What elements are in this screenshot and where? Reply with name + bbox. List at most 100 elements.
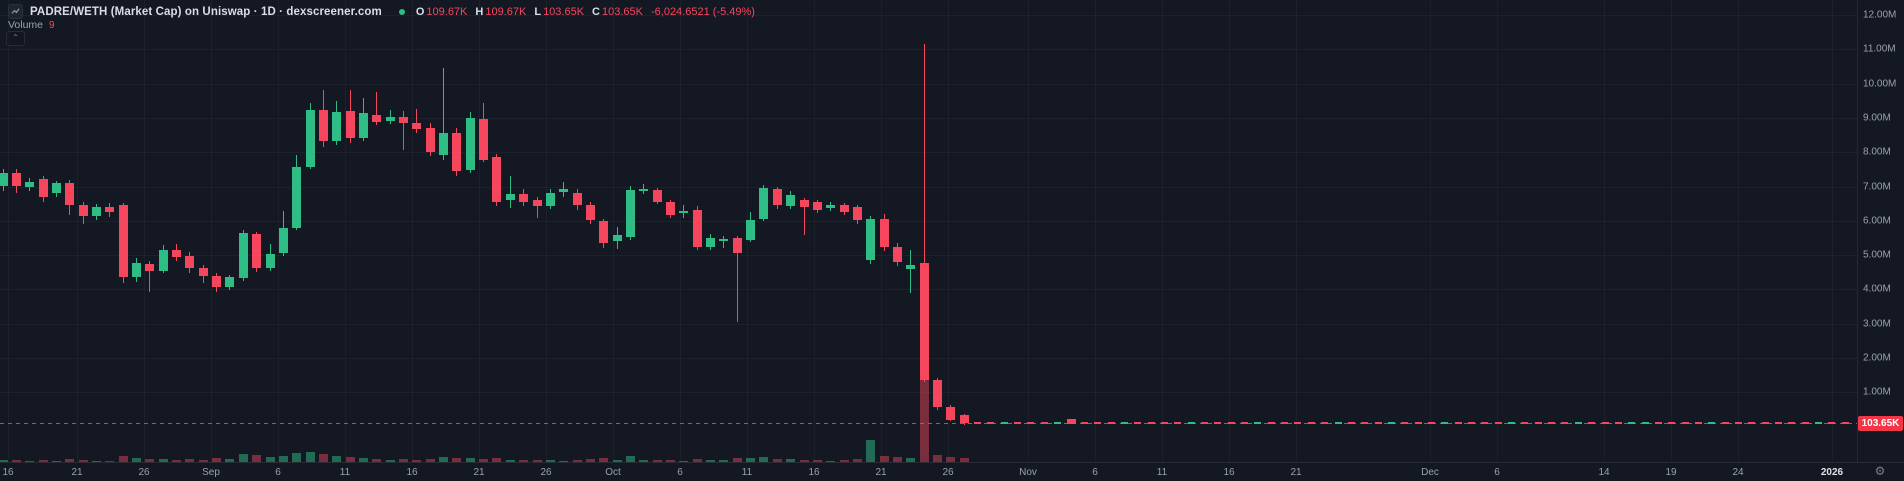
candle — [145, 264, 155, 271]
flat-candle — [1468, 422, 1475, 425]
flat-candle — [1214, 422, 1222, 425]
volume-bar — [572, 460, 582, 462]
candle — [933, 379, 942, 408]
candle — [839, 205, 849, 212]
time-axis-label: 21 — [473, 467, 485, 478]
candle — [786, 195, 796, 207]
candle — [812, 201, 822, 210]
price-axis[interactable]: 12.00M 11.00M 10.00M 9.00M 8.00M 7.00M 6.00M 5.… — [1857, 0, 1904, 462]
candle — [585, 205, 595, 221]
ohlc-readout: O 109.67K H 109.67K L 103.65K C 103.65K -6,0… — [416, 6, 755, 18]
volume-bar — [959, 458, 969, 462]
candle — [385, 117, 395, 121]
candle — [706, 237, 716, 247]
volume-bar — [278, 456, 288, 462]
chevron-up-icon[interactable]: ⌃ — [6, 31, 25, 46]
high-label: H — [475, 5, 484, 18]
low-label: L — [534, 5, 542, 18]
flat-candle — [1321, 422, 1329, 425]
candle — [225, 277, 235, 288]
candle — [439, 133, 449, 155]
time-axis-label: Sep — [202, 467, 220, 478]
candle — [919, 262, 929, 380]
candle — [11, 173, 21, 187]
volume-bar — [212, 458, 222, 462]
flat-candle — [1748, 422, 1756, 425]
volume-bar — [839, 460, 849, 462]
volume-bar — [385, 460, 395, 462]
flat-candle — [1014, 422, 1022, 425]
volume-bar — [0, 460, 8, 462]
flat-candle — [1094, 422, 1102, 425]
candle-wick — [403, 111, 404, 151]
volume-bar — [198, 460, 208, 462]
candle — [172, 249, 182, 258]
flat-candle — [1414, 422, 1422, 425]
price-axis-label: 5.00M — [1863, 249, 1891, 261]
time-axis-label: 24 — [1732, 467, 1744, 478]
volume-bar — [599, 458, 609, 462]
candle-wick — [376, 92, 378, 126]
volume-bar — [38, 460, 48, 462]
candle — [265, 254, 275, 269]
high-value: 109.67K — [485, 5, 527, 18]
volume-bar — [732, 458, 742, 462]
candle — [412, 123, 422, 129]
candle-wick — [923, 44, 925, 382]
volume-bar — [892, 457, 902, 462]
volume-bar — [492, 458, 502, 462]
chart-pane[interactable] — [0, 0, 1857, 462]
volume-bar — [519, 460, 529, 462]
volume-bar — [772, 459, 782, 462]
candle — [372, 115, 382, 122]
flat-candle — [1027, 422, 1035, 425]
time-axis-label: Dec — [1421, 467, 1439, 478]
candle — [105, 207, 115, 212]
volume-bar — [425, 459, 435, 462]
provider-logo-icon — [8, 4, 23, 19]
flat-candle — [1721, 422, 1729, 425]
candle — [852, 207, 862, 221]
symbol-title[interactable]: PADRE/WETH (Market Cap) on Uniswap · 1D … — [30, 5, 382, 18]
flat-candle — [1040, 422, 1048, 425]
volume-bar — [292, 453, 302, 462]
volume-bar — [439, 457, 449, 462]
candle — [719, 238, 729, 241]
flat-candle — [1801, 422, 1809, 425]
time-axis-label: 26 — [540, 467, 552, 478]
gear-icon[interactable]: ⚙ — [1874, 464, 1886, 478]
time-axis-label: 16 — [1223, 467, 1235, 478]
flat-candle — [1254, 422, 1262, 425]
candle — [759, 188, 769, 220]
candle — [612, 235, 622, 241]
candle — [132, 262, 141, 278]
price-axis-label: 1.00M — [1863, 386, 1891, 398]
flat-candle — [1628, 422, 1636, 425]
volume-bar — [452, 458, 462, 462]
candle — [158, 249, 168, 271]
flat-candle — [1134, 422, 1142, 425]
flat-candle — [1187, 422, 1195, 425]
change-value: -6,024.6521 (-5.49%) — [650, 5, 755, 18]
candle — [465, 117, 475, 171]
volume-bar — [746, 458, 756, 462]
flat-candle — [1735, 422, 1742, 425]
flat-candle — [1508, 422, 1516, 425]
volume-bar — [812, 460, 822, 462]
flat-candle — [1694, 422, 1702, 425]
flat-candle — [1521, 422, 1529, 425]
price-axis-label: 3.00M — [1863, 318, 1891, 330]
volume-bar — [505, 460, 515, 462]
volume-bar — [118, 456, 128, 462]
candle — [732, 237, 742, 254]
price-axis-label: 8.00M — [1863, 146, 1891, 158]
candle-wick — [803, 198, 805, 235]
time-axis[interactable]: 16 21 26 Sep 6 11 16 21 26 Oct 6 11 16 21 26 Nov 6 11 16 21… — [0, 462, 1904, 481]
flat-candle — [1147, 422, 1155, 425]
flat-candle — [1267, 422, 1275, 425]
volume-bar — [639, 460, 649, 462]
volume-bar — [345, 457, 355, 462]
candle — [38, 178, 48, 198]
volume-bar — [11, 460, 21, 462]
